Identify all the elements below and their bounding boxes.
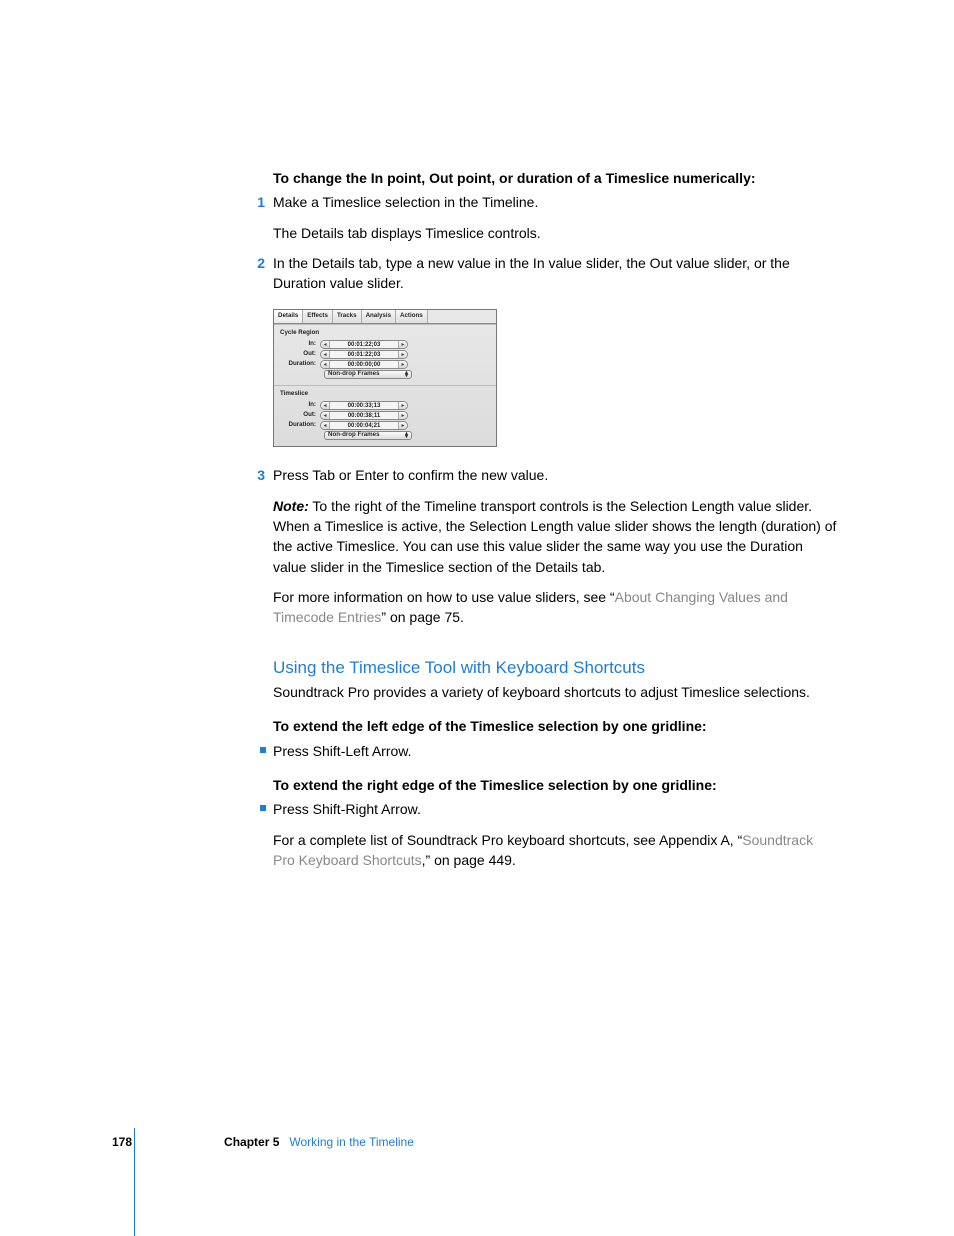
tab-details[interactable]: Details [274, 310, 303, 323]
timeslice-in-slider[interactable]: ◂ 00:00:33;13 ▸ [320, 401, 408, 410]
stepper-right-icon[interactable]: ▸ [398, 351, 407, 358]
stepper-left-icon[interactable]: ◂ [321, 402, 330, 409]
appendix-pre: For a complete list of Soundtrack Pro ke… [273, 832, 742, 848]
timeslice-out-value[interactable]: 00:00:38;11 [330, 412, 398, 421]
extend-right-heading: To extend the right edge of the Timeslic… [273, 775, 838, 795]
cycle-duration-slider[interactable]: ◂ 00:00:00;00 ▸ [320, 360, 408, 369]
timeslice-duration-label: Duration: [280, 421, 320, 430]
page-number: 178 [112, 1134, 132, 1151]
dropdown-caret-icon: ▴▾ [405, 372, 408, 378]
cycle-out-slider[interactable]: ◂ 00:01:22;03 ▸ [320, 350, 408, 359]
more-info-pre: For more information on how to use value… [273, 589, 615, 605]
cycle-duration-label: Duration: [280, 360, 320, 369]
timeslice-duration-value[interactable]: 00:00:04;21 [330, 422, 398, 431]
step-2-text: In the Details tab, type a new value in … [273, 253, 838, 294]
step-number-3: 3 [253, 465, 273, 485]
note-label: Note: [273, 498, 309, 514]
stepper-right-icon[interactable]: ▸ [398, 341, 407, 348]
stepper-left-icon[interactable]: ◂ [321, 422, 330, 429]
step-number-2: 2 [253, 253, 273, 294]
cycle-frame-dropdown-label: Non-drop Frames [328, 370, 380, 379]
details-panel-figure: Details Effects Tracks Analysis Actions … [273, 309, 497, 447]
bullet-icon [253, 799, 273, 819]
timeslice-out-slider[interactable]: ◂ 00:00:38;11 ▸ [320, 411, 408, 420]
extend-left-heading: To extend the left edge of the Timeslice… [273, 716, 838, 736]
heading-timeslice-keyboard: Using the Timeslice Tool with Keyboard S… [273, 656, 838, 681]
more-info-post: ” on page 75. [381, 609, 464, 625]
timeslice-frame-dropdown[interactable]: Non-drop Frames ▴▾ [324, 431, 412, 440]
panel-tabs: Details Effects Tracks Analysis Actions [274, 310, 496, 324]
extend-left-bullet: Press Shift-Left Arrow. [273, 741, 412, 761]
page-footer: 178 Chapter 5 Working in the Timeline [112, 1134, 832, 1151]
extend-right-bullet: Press Shift-Right Arrow. [273, 799, 421, 819]
timeslice-in-label: In: [280, 401, 320, 410]
tab-analysis[interactable]: Analysis [362, 310, 396, 323]
footer-chapter: Chapter 5 [224, 1134, 279, 1151]
footer-rule [134, 1128, 135, 1236]
cycle-region-title: Cycle Region [280, 329, 490, 338]
stepper-right-icon[interactable]: ▸ [398, 422, 407, 429]
cycle-in-label: In: [280, 340, 320, 349]
step-number-1: 1 [253, 192, 273, 212]
cycle-in-slider[interactable]: ◂ 00:01:22;03 ▸ [320, 340, 408, 349]
cycle-duration-value[interactable]: 00:00:00;00 [330, 361, 398, 370]
appendix-post: ,” on page 449. [422, 852, 516, 868]
heading2-body: Soundtrack Pro provides a variety of key… [273, 682, 838, 702]
stepper-right-icon[interactable]: ▸ [398, 412, 407, 419]
timeslice-in-value[interactable]: 00:00:33;13 [330, 402, 398, 411]
timeslice-duration-slider[interactable]: ◂ 00:00:04;21 ▸ [320, 421, 408, 430]
timeslice-title: Timeslice [280, 390, 490, 399]
footer-chapter-title: Working in the Timeline [289, 1134, 414, 1151]
bullet-icon [253, 741, 273, 761]
stepper-left-icon[interactable]: ◂ [321, 412, 330, 419]
tab-actions[interactable]: Actions [396, 310, 428, 323]
stepper-right-icon[interactable]: ▸ [398, 361, 407, 368]
cycle-frame-dropdown[interactable]: Non-drop Frames ▴▾ [324, 370, 412, 379]
stepper-left-icon[interactable]: ◂ [321, 351, 330, 358]
timeslice-frame-dropdown-label: Non-drop Frames [328, 431, 380, 440]
cycle-in-value[interactable]: 00:01:22;03 [330, 341, 398, 350]
note-body: To the right of the Timeline transport c… [273, 498, 836, 575]
tab-effects[interactable]: Effects [303, 310, 333, 323]
dropdown-caret-icon: ▴▾ [405, 433, 408, 439]
note-paragraph: Note: To the right of the Timeline trans… [273, 496, 838, 577]
procedure-heading: To change the In point, Out point, or du… [273, 168, 838, 188]
stepper-right-icon[interactable]: ▸ [398, 402, 407, 409]
stepper-left-icon[interactable]: ◂ [321, 341, 330, 348]
cycle-out-label: Out: [280, 350, 320, 359]
cycle-out-value[interactable]: 00:01:22;03 [330, 351, 398, 360]
timeslice-out-label: Out: [280, 411, 320, 420]
more-info-paragraph: For more information on how to use value… [273, 587, 838, 628]
step-3-text: Press Tab or Enter to confirm the new va… [273, 465, 548, 485]
appendix-paragraph: For a complete list of Soundtrack Pro ke… [273, 830, 838, 871]
stepper-left-icon[interactable]: ◂ [321, 361, 330, 368]
step-1-subtext: The Details tab displays Timeslice contr… [273, 223, 838, 243]
step-1-text: Make a Timeslice selection in the Timeli… [273, 192, 538, 212]
tab-tracks[interactable]: Tracks [333, 310, 362, 323]
